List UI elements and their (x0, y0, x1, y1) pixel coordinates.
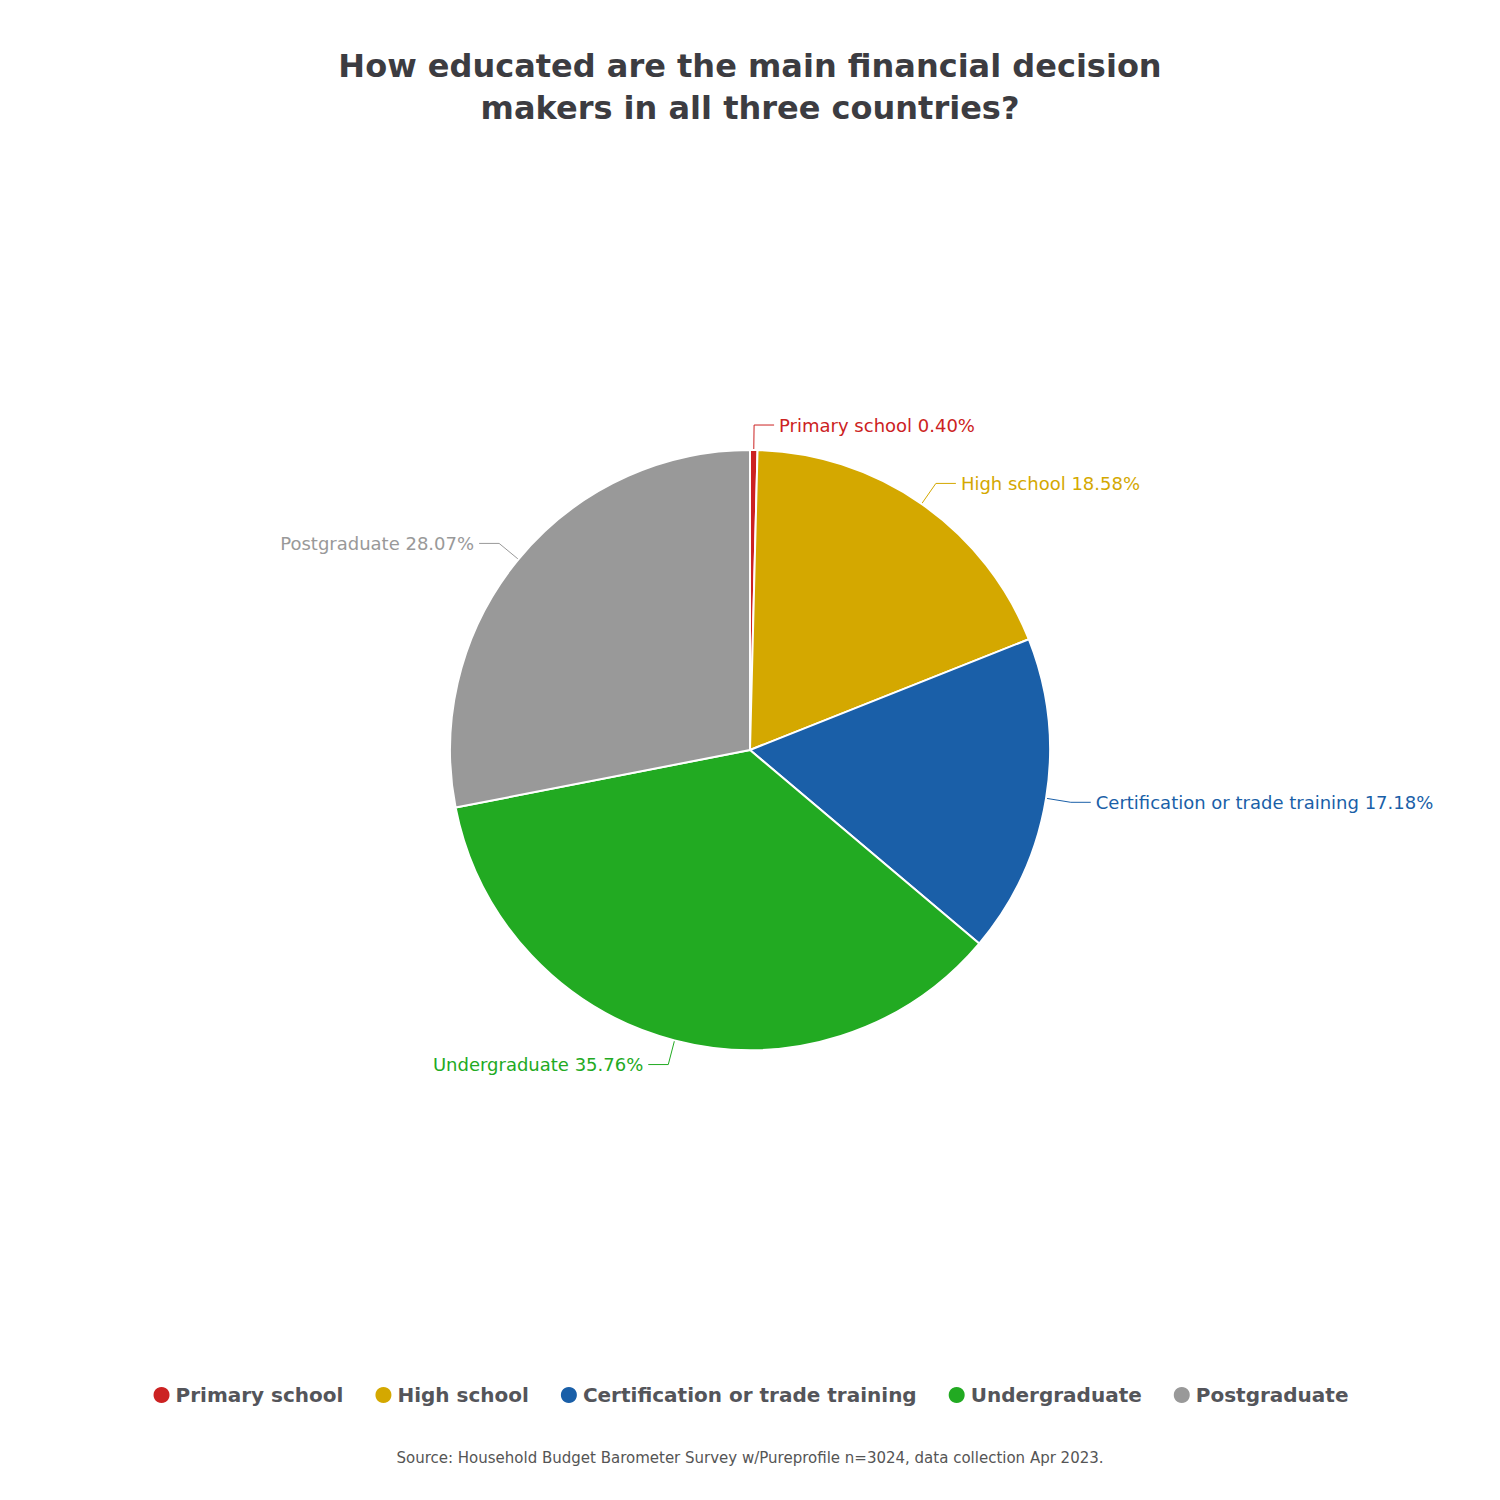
svg-text:Primary school: Primary school (176, 1383, 344, 1407)
svg-text:Undergraduate 35.76%: Undergraduate 35.76% (433, 1054, 643, 1075)
svg-text:How educated are the main fina: How educated are the main financial deci… (338, 47, 1161, 85)
svg-text:Certification or trade trainin: Certification or trade training 17.18% (1096, 792, 1434, 813)
svg-text:High school: High school (397, 1383, 528, 1407)
svg-text:Primary school 0.40%: Primary school 0.40% (779, 415, 975, 436)
svg-text:Certification or trade trainin: Certification or trade training (583, 1383, 917, 1407)
svg-text:Source: Household Budget Barom: Source: Household Budget Barometer Surve… (396, 1449, 1103, 1467)
svg-text:Postgraduate 28.07%: Postgraduate 28.07% (280, 533, 474, 554)
svg-text:makers in all three countries?: makers in all three countries? (481, 89, 1020, 127)
svg-text:High school 18.58%: High school 18.58% (961, 473, 1140, 494)
svg-text:Postgraduate: Postgraduate (1196, 1383, 1349, 1407)
svg-text:Undergraduate: Undergraduate (971, 1383, 1142, 1407)
